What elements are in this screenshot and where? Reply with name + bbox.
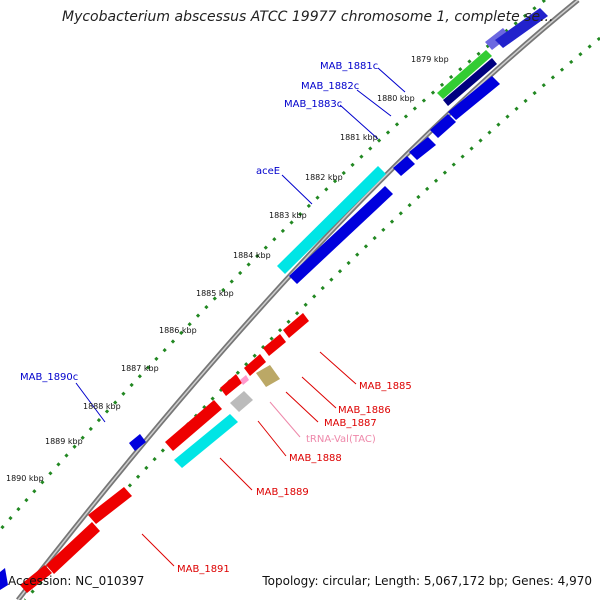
feature-trna[interactable] — [240, 375, 249, 385]
leader-trna — [269, 401, 301, 438]
gene-label-mab-1891[interactable]: MAB_1891 — [177, 564, 230, 575]
kbp-label-1882: 1882 kbp — [305, 173, 343, 182]
feature-mab-1891[interactable] — [46, 522, 100, 574]
feature-green[interactable] — [437, 50, 492, 99]
leader-mab-1885 — [319, 351, 357, 385]
gene-label-mab-1885[interactable]: MAB_1885 — [359, 381, 412, 392]
feature-edge-blue[interactable] — [0, 568, 8, 590]
feature-top-band[interactable] — [495, 8, 548, 48]
topology-summary: Topology: circular; Length: 5,067,172 bp… — [262, 574, 592, 588]
feature-red-2[interactable] — [263, 334, 286, 356]
kbp-label-1883: 1883 kbp — [269, 211, 307, 220]
leader-mab-1882c — [356, 89, 392, 117]
feature-mab-1888[interactable] — [165, 400, 222, 451]
inner-dotted-guide — [23, 36, 600, 600]
feature-blue-2[interactable] — [430, 114, 456, 138]
gene-label-mab-1890c[interactable]: MAB_1890c — [20, 372, 78, 383]
feature-mab-1885[interactable] — [283, 313, 309, 338]
feature-acee-blue[interactable] — [289, 186, 393, 284]
gene-label-mab-1886[interactable]: MAB_1886 — [338, 405, 391, 416]
feature-mab-1889[interactable] — [174, 414, 238, 468]
kbp-label-1886: 1886 kbp — [159, 326, 197, 335]
feature-red-3[interactable] — [88, 487, 132, 524]
feature-mab-1887[interactable] — [220, 374, 242, 396]
kbp-label-1881: 1881 kbp — [340, 133, 378, 142]
gene-label-mab-1883c[interactable]: MAB_1883c — [284, 99, 342, 110]
feature-blue-1[interactable] — [448, 76, 500, 120]
leader-mab-1887 — [285, 391, 319, 423]
gene-label-mab-1888[interactable]: MAB_1888 — [289, 453, 342, 464]
kbp-label-1879: 1879 kbp — [411, 55, 449, 64]
gene-label-mab-1881c[interactable]: MAB_1881c — [320, 61, 378, 72]
feature-acee-cyan[interactable] — [277, 166, 386, 274]
gene-label-mab-1887[interactable]: MAB_1887 — [324, 418, 377, 429]
outer-dotted-guide — [0, 0, 546, 531]
leader-mab-1891 — [141, 533, 175, 567]
feature-blue-3[interactable] — [409, 137, 436, 160]
kbp-label-1890: 1890 kbp — [6, 474, 44, 483]
chromosome-backbone-highlight — [17, 0, 579, 600]
accession-text: Accession: NC_010397 — [8, 574, 145, 588]
feature-mab-1886[interactable] — [244, 354, 266, 376]
leader-mab-1890c — [75, 382, 106, 423]
kbp-label-1889: 1889 kbp — [45, 437, 83, 446]
kbp-label-1885: 1885 kbp — [196, 289, 234, 298]
leader-acee — [281, 174, 313, 205]
feature-mab-1890c[interactable] — [129, 434, 146, 451]
leader-mab-1888 — [257, 420, 287, 457]
feature-grey[interactable] — [230, 391, 253, 412]
feature-navy[interactable] — [443, 58, 497, 106]
leader-mab-1886 — [301, 376, 337, 409]
feature-olive[interactable] — [256, 365, 280, 387]
leader-mab-1889 — [219, 457, 253, 491]
leader-mab-1883c — [339, 104, 379, 140]
map-title: Mycobacterium abscessus ATCC 19977 chrom… — [62, 9, 554, 25]
feature-blue-4[interactable] — [393, 156, 415, 176]
feature-red-4[interactable] — [20, 565, 52, 593]
kbp-label-1888: 1888 kbp — [83, 402, 121, 411]
gene-label-mab-1882c[interactable]: MAB_1882c — [301, 81, 359, 92]
kbp-label-1880: 1880 kbp — [377, 94, 415, 103]
gene-label-mab-1889[interactable]: MAB_1889 — [256, 487, 309, 498]
gene-label-acee[interactable]: aceE — [256, 166, 280, 177]
kbp-label-1887: 1887 kbp — [121, 364, 159, 373]
gene-label-trna-val[interactable]: tRNA-Val(TAC) — [306, 434, 376, 445]
leader-mab-1881c — [377, 67, 406, 93]
kbp-label-1884: 1884 kbp — [233, 251, 271, 260]
